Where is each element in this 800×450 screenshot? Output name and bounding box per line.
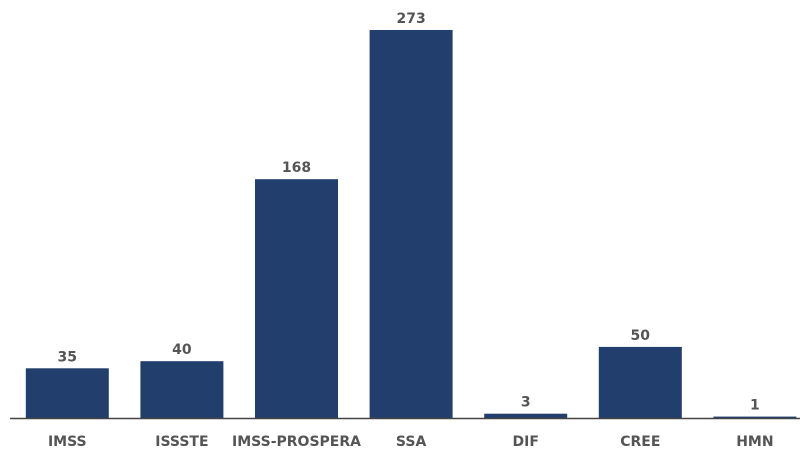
category-label-dif: DIF	[512, 434, 538, 450]
category-label-imss: IMSS	[48, 434, 87, 450]
bar-cree	[598, 346, 682, 418]
value-label-ssa: 273	[396, 11, 425, 27]
value-label-imss-prospera: 168	[282, 160, 311, 176]
value-label-imss: 35	[58, 349, 77, 365]
category-label-ssa: SSA	[396, 434, 427, 450]
category-label-issste: ISSSTE	[155, 434, 208, 450]
category-label-hmn: HMN	[736, 434, 773, 450]
value-labels-layer: 35 40 168 273 3 50 1	[58, 11, 760, 414]
category-labels-layer: IMSS ISSSTE IMSS-PROSPERA SSA DIF CREE HMN	[48, 434, 774, 450]
value-label-hmn: 1	[750, 398, 760, 414]
value-label-issste: 40	[172, 342, 192, 358]
bar-ssa	[369, 30, 453, 418]
value-label-cree: 50	[631, 328, 651, 344]
category-label-cree: CREE	[620, 434, 660, 450]
bar-dif	[484, 413, 568, 418]
bar-imss	[25, 368, 109, 418]
bar-imss-prospera	[255, 179, 338, 418]
bar-hmn	[713, 416, 797, 418]
category-label-imss-prospera: IMSS-PROSPERA	[232, 434, 361, 450]
bar-issste	[140, 361, 224, 418]
value-label-dif: 3	[521, 395, 531, 411]
bars-layer	[25, 30, 797, 418]
